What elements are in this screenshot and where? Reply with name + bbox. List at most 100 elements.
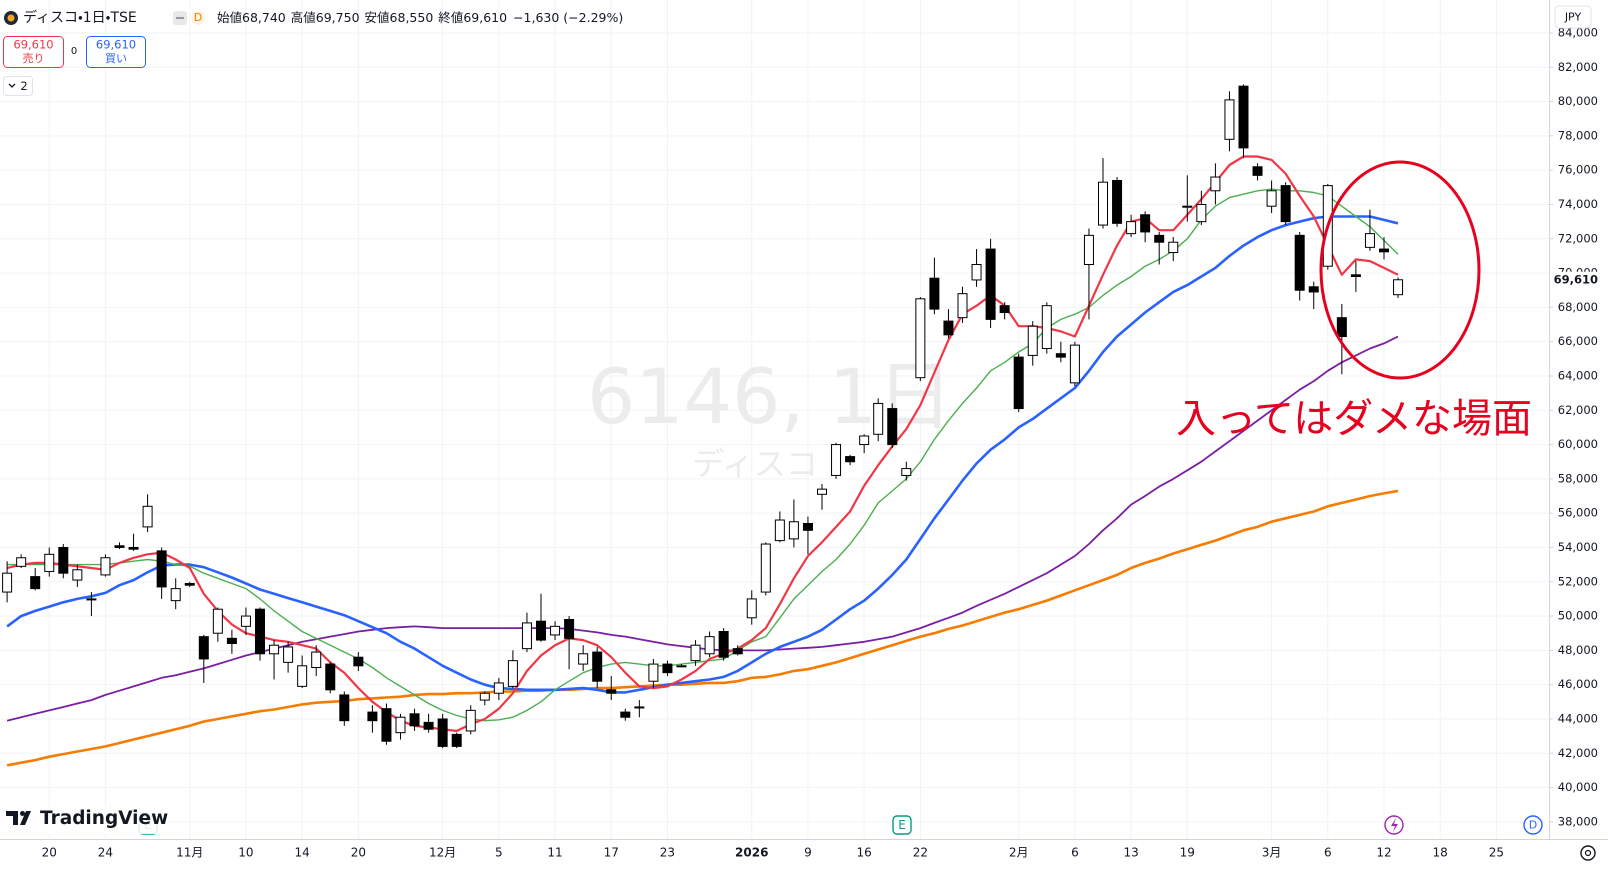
sell-price: 69,610 (13, 38, 53, 52)
indicator-toggle-box[interactable] (3, 76, 33, 96)
candle-body (788, 521, 799, 540)
candle-body (929, 277, 940, 310)
candle-body (1252, 166, 1263, 176)
spread: 0 (71, 46, 77, 57)
price-axis: 38,000 40,000 42,000 44,000 46,000 48,000 50,0… (1549, 26, 1607, 828)
moving-average-line (6, 489, 1399, 767)
symbol[interactable]: ディスコ・1日・TSE (23, 9, 137, 26)
ohlc-value: 68,550 (390, 10, 434, 25)
y-tick-label: 50,000 (1558, 609, 1598, 623)
candle-body (774, 519, 785, 542)
candle-body (592, 651, 603, 682)
x-tick-label: 17 (604, 846, 619, 860)
candle-body (479, 692, 490, 701)
candle-body (859, 435, 870, 446)
candle-body (1069, 344, 1080, 384)
candle-body (325, 663, 336, 691)
candle-body (16, 557, 27, 567)
candle-body (1336, 317, 1347, 338)
candle-body (1266, 190, 1277, 207)
candle-body (1379, 248, 1389, 253)
x-tick-label: 14 (295, 846, 310, 860)
candle-body (1055, 353, 1066, 358)
candle-body (718, 630, 729, 658)
moving-average-line (6, 155, 1399, 733)
candle-body (746, 598, 757, 619)
earnings-label: E (898, 818, 906, 832)
candle-body (817, 488, 827, 495)
candle-body (662, 663, 673, 674)
candle-body (100, 557, 111, 576)
candle-body (72, 569, 83, 581)
candle-body (44, 553, 55, 572)
candle-body (704, 636, 715, 655)
candle-body (536, 620, 546, 641)
candle-body (493, 682, 504, 694)
last-price-label: 69,610 (1554, 272, 1598, 286)
candle-body (1126, 221, 1137, 235)
candle-body (620, 711, 631, 718)
candle-body (957, 293, 968, 319)
chevron (8, 83, 16, 88)
candle-body (1112, 179, 1123, 224)
y-tick-label: 80,000 (1558, 94, 1598, 108)
x-tick-label: 19 (1180, 846, 1195, 860)
moving-average-line (6, 215, 1399, 694)
candle-body (395, 716, 406, 734)
candle-body (381, 708, 392, 742)
y-tick-label: 68,000 (1558, 300, 1598, 314)
candle-body (873, 402, 884, 435)
candle-body (999, 305, 1010, 314)
y-tick-label: 40,000 (1558, 780, 1598, 794)
watermark: 6146, 1日 (587, 352, 953, 441)
dividend-marker[interactable] (1523, 815, 1543, 835)
candle-body (212, 608, 223, 634)
x-tick-label: 10 (238, 846, 253, 860)
y-tick-label: 48,000 (1558, 643, 1598, 657)
x-tick-label: 6 (1324, 846, 1332, 860)
y-tick-label: 74,000 (1558, 197, 1598, 211)
y-tick-label: 78,000 (1558, 128, 1598, 142)
settings-icon[interactable] (1580, 845, 1596, 861)
moving-averages (6, 155, 1399, 767)
candle-body (1098, 181, 1108, 226)
x-tick-label: 25 (1489, 846, 1504, 860)
currency-box[interactable] (1554, 5, 1592, 29)
ohlc-label: 高値 (291, 10, 316, 25)
candle-body (353, 656, 364, 667)
moving-average-line (6, 335, 1399, 722)
ohlc-label: 安値 (365, 10, 390, 25)
candle-body (269, 644, 280, 655)
brand-logo-dot (20, 811, 25, 816)
ohlc-value: 69,610 (463, 10, 507, 25)
x-tick-label: 12 (1376, 846, 1391, 860)
candle-body (943, 320, 954, 336)
earnings-marker[interactable] (892, 815, 912, 835)
candle-body (1280, 185, 1291, 223)
candle-body (184, 582, 195, 586)
candle-body (606, 689, 617, 694)
x-tick-label: 11 (547, 846, 562, 860)
watermark-sub: ディスコ (692, 445, 818, 483)
candle-body (915, 298, 926, 379)
y-tick-label: 66,000 (1558, 334, 1598, 348)
indicator-toggle: 2 (20, 79, 27, 93)
candle-body (1041, 305, 1052, 350)
candle-body (409, 713, 420, 727)
highlight-ellipse (1319, 160, 1481, 380)
candle-body (255, 608, 265, 655)
y-tick-label: 82,000 (1558, 60, 1598, 74)
buy-price: 69,610 (96, 38, 136, 52)
x-tick-label: 2026 (735, 846, 768, 860)
candle-body (339, 694, 350, 722)
candle-body (1393, 279, 1404, 296)
buy-button[interactable] (86, 36, 146, 68)
y-tick-label: 52,000 (1558, 574, 1598, 588)
candle-body (128, 546, 139, 550)
sell-button[interactable] (3, 36, 64, 68)
x-tick-label: 6 (1071, 846, 1079, 860)
candle-body (802, 522, 813, 531)
x-tick-label: 9 (804, 846, 812, 860)
